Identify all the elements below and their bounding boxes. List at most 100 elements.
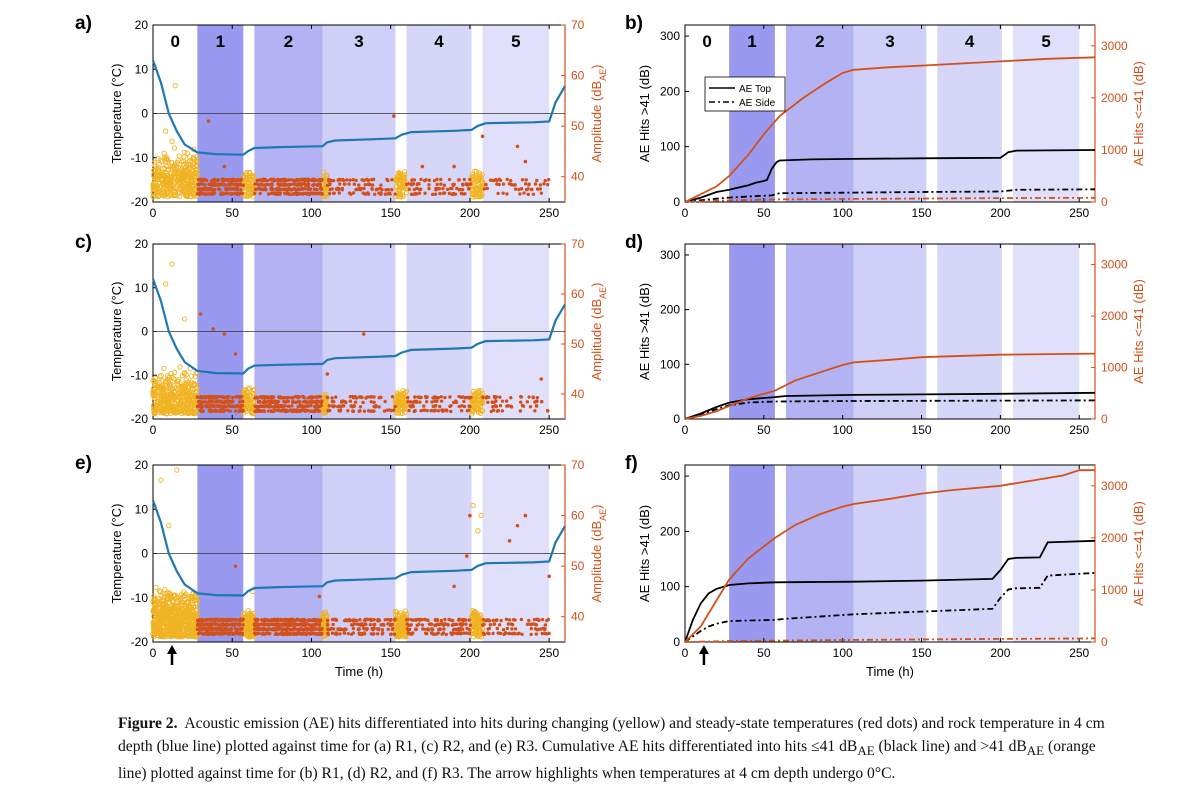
y-tick-label: 10 (135, 502, 149, 516)
steady-hit (529, 626, 533, 631)
steady-hit (409, 617, 414, 622)
steady-hit (539, 191, 544, 195)
changing-hit (156, 588, 163, 594)
steady-hit (504, 399, 509, 403)
phase-label-3: 3 (354, 32, 363, 51)
steady-hit (262, 627, 266, 631)
steady-hit (237, 623, 241, 627)
steady-hit (210, 399, 215, 403)
changing-hit (162, 587, 168, 593)
steady-hit (383, 399, 387, 404)
steady-hit (388, 632, 393, 637)
steady-hit (326, 178, 331, 183)
x-tick-label: 250 (539, 206, 559, 220)
changing-hit (188, 624, 195, 630)
steady-hit (256, 623, 261, 627)
changing-hit (246, 170, 253, 176)
steady-hit (498, 631, 503, 636)
steady-hit (306, 618, 310, 622)
x-tick-label: 150 (381, 206, 401, 220)
steady-hit (377, 405, 381, 409)
steady-hit (281, 632, 285, 636)
changing-hit (246, 190, 253, 197)
steady-hit (376, 627, 381, 632)
steady-hit (405, 618, 409, 622)
steady-hit (338, 627, 342, 631)
steady-hit (210, 188, 215, 192)
steady-hit (372, 395, 376, 399)
steady-hit (535, 395, 540, 400)
steady-hit (297, 627, 302, 632)
steady-hit (280, 405, 285, 409)
steady-hit (271, 409, 276, 414)
steady-hit (450, 186, 454, 191)
steady-hit (217, 400, 221, 404)
steady-hit (299, 187, 303, 191)
steady-hit (339, 399, 344, 404)
changing-hit (180, 384, 186, 390)
steady-hit (507, 539, 512, 543)
steady-hit (285, 191, 289, 195)
changing-hit (189, 612, 195, 618)
x-tick-label: 250 (539, 423, 559, 437)
steady-hit (199, 618, 203, 622)
changing-hit (161, 600, 167, 606)
steady-hit (443, 395, 447, 400)
changing-hit (154, 395, 161, 401)
steady-hit (330, 187, 334, 191)
changing-hit (402, 608, 409, 614)
changing-hit (190, 633, 197, 639)
phase-band-3 (853, 25, 927, 202)
changing-hit (181, 183, 188, 189)
steady-hit (296, 404, 300, 409)
changing-hit (184, 186, 191, 193)
steady-hit (352, 622, 357, 626)
panel-label: a) (75, 13, 92, 34)
changing-hit (170, 376, 177, 382)
steady-hit (533, 627, 538, 631)
steady-hit (301, 632, 305, 636)
steady-hit (254, 395, 259, 399)
steady-hit (263, 400, 268, 405)
steady-hit (213, 409, 218, 413)
temperature-line (151, 500, 566, 597)
steady-hit (290, 618, 295, 623)
steady-hit (202, 632, 206, 636)
steady-hit (294, 408, 299, 412)
steady-hit (258, 400, 262, 404)
changing-hit (155, 156, 161, 162)
x-tick-label: 150 (912, 646, 932, 660)
y2-tick-label: 50 (571, 337, 585, 351)
steady-hit (388, 623, 392, 627)
steady-hit (424, 395, 428, 400)
y-tick-label: -20 (131, 635, 149, 649)
steady-hit (445, 187, 450, 191)
changing-hit (473, 404, 480, 411)
steady-hit (435, 399, 439, 403)
changing-hit (322, 619, 329, 626)
changing-hit (170, 397, 176, 403)
changing-hit (163, 622, 170, 629)
steady-hit (467, 628, 472, 632)
changing-hit (401, 169, 408, 175)
steady-hit (293, 400, 298, 405)
steady-hit (211, 622, 216, 626)
steady-hit (215, 182, 220, 187)
steady-hit (225, 191, 229, 196)
steady-hit (525, 400, 530, 404)
steady-hit (523, 182, 528, 186)
changing-hit (246, 187, 252, 193)
steady-hit (505, 177, 509, 182)
steady-hit (282, 399, 286, 404)
steady-hit (501, 182, 506, 186)
temperature-line (151, 278, 566, 375)
changing-hit (164, 610, 171, 616)
steady-hit (276, 399, 280, 404)
steady-hit (356, 627, 361, 631)
steady-hit (439, 182, 443, 186)
steady-hit (221, 617, 226, 622)
steady-hit (332, 191, 336, 195)
steady-hit (386, 187, 390, 192)
changing-hit (176, 595, 182, 601)
steady-hit (239, 618, 243, 622)
